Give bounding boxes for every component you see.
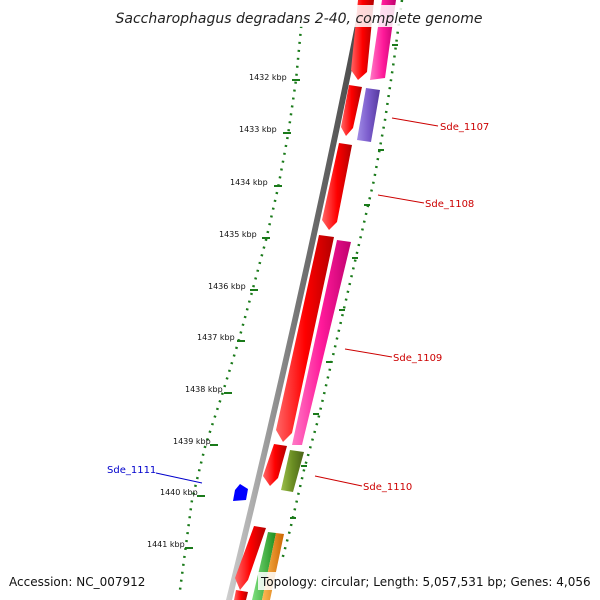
gene-arrow-sde1109 (276, 235, 334, 442)
tick-label-1435: 1435 kbp (219, 230, 257, 239)
gene-label-sde1111[interactable]: Sde_1111 (107, 465, 156, 476)
gene-arrow-sde1110 (263, 444, 287, 486)
tick-label-1437: 1437 kbp (197, 333, 235, 342)
gene-arrow-sde1107 (341, 85, 362, 136)
genome-backbone (226, 0, 366, 600)
inner-ring-ticks (290, 44, 398, 519)
tick-label-1438: 1438 kbp (185, 385, 223, 394)
scale-tick-labels: 1432 kbp 1433 kbp 1434 kbp 1435 kbp 1436… (147, 73, 287, 549)
connector-sde1109 (344, 348, 393, 358)
tick-label-1432: 1432 kbp (249, 73, 287, 82)
connector-sde1107 (391, 117, 439, 127)
gene-label-sde1109[interactable]: Sde_1109 (393, 353, 442, 364)
connector-sde1111 (155, 472, 203, 484)
tick-label-1433: 1433 kbp (239, 125, 277, 134)
accession-text: Accession: NC_007912 (9, 575, 145, 589)
reverse-strand-genes (252, 0, 396, 600)
connector-sde1108 (377, 194, 425, 204)
tick-label-1441: 1441 kbp (147, 540, 185, 549)
gene-block-purple (357, 88, 380, 142)
gene-label-sde1107[interactable]: Sde_1107 (440, 122, 489, 133)
scale-ticks (185, 79, 300, 549)
footer-accession-backing (6, 572, 146, 590)
connector-sde1110 (314, 475, 363, 487)
tick-label-1439: 1439 kbp (173, 437, 211, 446)
page-title: Saccharophagus degradans 2-40, complete … (116, 11, 483, 27)
gene-arrow-bottom-2 (234, 590, 248, 600)
tick-label-1434: 1434 kbp (230, 178, 268, 187)
scale-ring-dotted (178, 17, 304, 591)
gene-labels: Sde_1107 Sde_1108 Sde_1109 Sde_1110 Sde_… (107, 122, 489, 493)
title-backing (110, 5, 490, 27)
gene-label-sde1108[interactable]: Sde_1108 (425, 199, 474, 210)
tick-label-1436: 1436 kbp (208, 282, 246, 291)
gene-arrow-bottom (235, 526, 266, 590)
topology-text: Topology: circular; Length: 5,057,531 bp… (260, 575, 591, 589)
gene-arrow-sde1111 (233, 484, 248, 501)
forward-strand-genes (234, 0, 374, 600)
label-connectors (155, 117, 439, 487)
gene-block-olive (281, 450, 304, 492)
tick-label-1440: 1440 kbp (160, 488, 198, 497)
gene-arrow-sde1108 (322, 143, 352, 230)
inner-ring-dotted (280, 0, 404, 561)
footer-topology-backing (258, 572, 596, 590)
gene-block-magenta-long (292, 240, 351, 445)
gene-label-sde1110[interactable]: Sde_1110 (363, 482, 412, 493)
